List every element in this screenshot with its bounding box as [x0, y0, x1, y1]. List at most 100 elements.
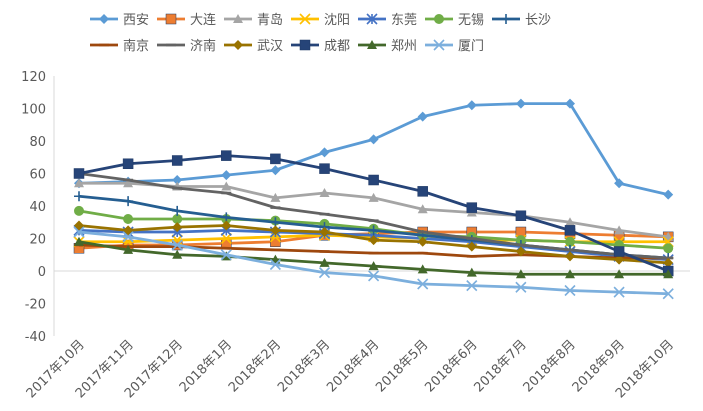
data-point — [165, 13, 177, 25]
legend-item: 南京 — [90, 38, 149, 54]
legend-label: 大连 — [190, 12, 216, 28]
data-point — [319, 227, 330, 237]
x-tick-label: 2018年4月 — [324, 337, 382, 395]
data-point — [74, 220, 84, 231]
y-tick-label: 100 — [21, 103, 46, 118]
data-point — [565, 217, 575, 227]
data-point — [123, 225, 134, 236]
data-point — [417, 204, 428, 214]
legend-label: 济南 — [190, 38, 216, 54]
legend-item: 东莞 — [358, 13, 417, 28]
data-point — [417, 236, 428, 247]
data-point — [171, 239, 183, 251]
data-point — [367, 40, 377, 49]
data-point — [299, 13, 311, 25]
data-point — [233, 40, 243, 50]
legend-label: 东莞 — [391, 13, 417, 28]
data-point — [434, 14, 444, 24]
series-0 — [74, 98, 674, 200]
legend-label: 长沙 — [525, 13, 551, 28]
data-point — [319, 257, 330, 267]
legend-item: 无锡 — [425, 13, 484, 28]
data-point — [417, 111, 428, 122]
data-point — [123, 178, 134, 188]
data-point — [565, 251, 575, 262]
data-point — [564, 225, 576, 236]
legend-item: 郑州 — [358, 39, 417, 54]
data-point — [614, 254, 625, 265]
data-point — [171, 155, 183, 166]
data-point — [613, 246, 625, 257]
data-point — [368, 235, 379, 246]
legend-label: 青岛 — [257, 12, 283, 28]
x-tick-label: 2018年2月 — [226, 337, 284, 395]
data-point — [233, 14, 243, 23]
data-point — [466, 280, 478, 292]
legend-label: 厦门 — [458, 39, 484, 54]
data-point — [319, 147, 330, 158]
data-point — [221, 220, 232, 231]
x-tick-label: 2018年8月 — [521, 337, 579, 395]
data-point — [663, 269, 674, 279]
data-point — [466, 100, 477, 111]
y-tick-label: -40 — [25, 330, 46, 345]
y-tick-label: 60 — [29, 168, 46, 183]
series-12 — [73, 226, 674, 300]
legend-item: 沈阳 — [291, 13, 350, 28]
y-tick-label: 0 — [38, 265, 46, 280]
y-tick-label: 80 — [29, 135, 46, 150]
legend-label: 武汉 — [257, 39, 283, 54]
data-point — [433, 39, 445, 51]
legend-item: 长沙 — [492, 13, 551, 28]
legend-label: 成都 — [324, 39, 350, 54]
data-point — [663, 257, 674, 268]
data-point — [417, 278, 429, 290]
data-point — [123, 214, 134, 224]
data-point — [466, 267, 477, 277]
data-point — [466, 241, 477, 252]
y-tick-label: 20 — [29, 233, 46, 248]
data-point — [417, 186, 428, 197]
data-point — [515, 269, 526, 279]
data-point — [123, 244, 134, 254]
legend-label: 沈阳 — [324, 13, 350, 28]
data-point — [417, 264, 428, 274]
data-point — [220, 232, 232, 245]
data-point — [270, 165, 281, 176]
legend-item: 济南 — [157, 38, 216, 54]
legend-item: 成都 — [291, 39, 350, 54]
data-point — [501, 14, 511, 24]
data-point — [221, 181, 232, 191]
data-point — [515, 281, 527, 293]
data-point — [172, 175, 183, 185]
data-point — [515, 210, 527, 221]
data-point — [270, 153, 281, 165]
data-point — [220, 249, 232, 261]
data-point — [613, 286, 625, 298]
x-tick-label: 2018年6月 — [422, 337, 480, 395]
data-point — [270, 192, 281, 202]
y-tick-label: 120 — [21, 70, 46, 85]
data-point — [123, 196, 134, 207]
data-point — [269, 258, 281, 271]
data-point — [172, 205, 183, 216]
data-point — [466, 202, 478, 213]
data-point — [663, 243, 674, 254]
y-tick-label: -20 — [25, 298, 46, 313]
data-point — [172, 222, 183, 233]
y-tick-label: 40 — [29, 200, 46, 215]
data-point — [74, 236, 84, 246]
data-point — [172, 214, 183, 224]
x-tick-label: 2018年3月 — [275, 337, 333, 395]
data-point — [122, 231, 134, 243]
x-tick-label: 2018年1月 — [177, 337, 235, 395]
data-point — [662, 288, 674, 300]
data-point — [614, 178, 625, 189]
legend-label: 郑州 — [391, 39, 417, 54]
data-point — [368, 174, 379, 186]
data-point — [221, 170, 232, 181]
data-point — [74, 191, 84, 202]
data-point — [368, 134, 379, 145]
legend-item: 大连 — [157, 12, 216, 28]
